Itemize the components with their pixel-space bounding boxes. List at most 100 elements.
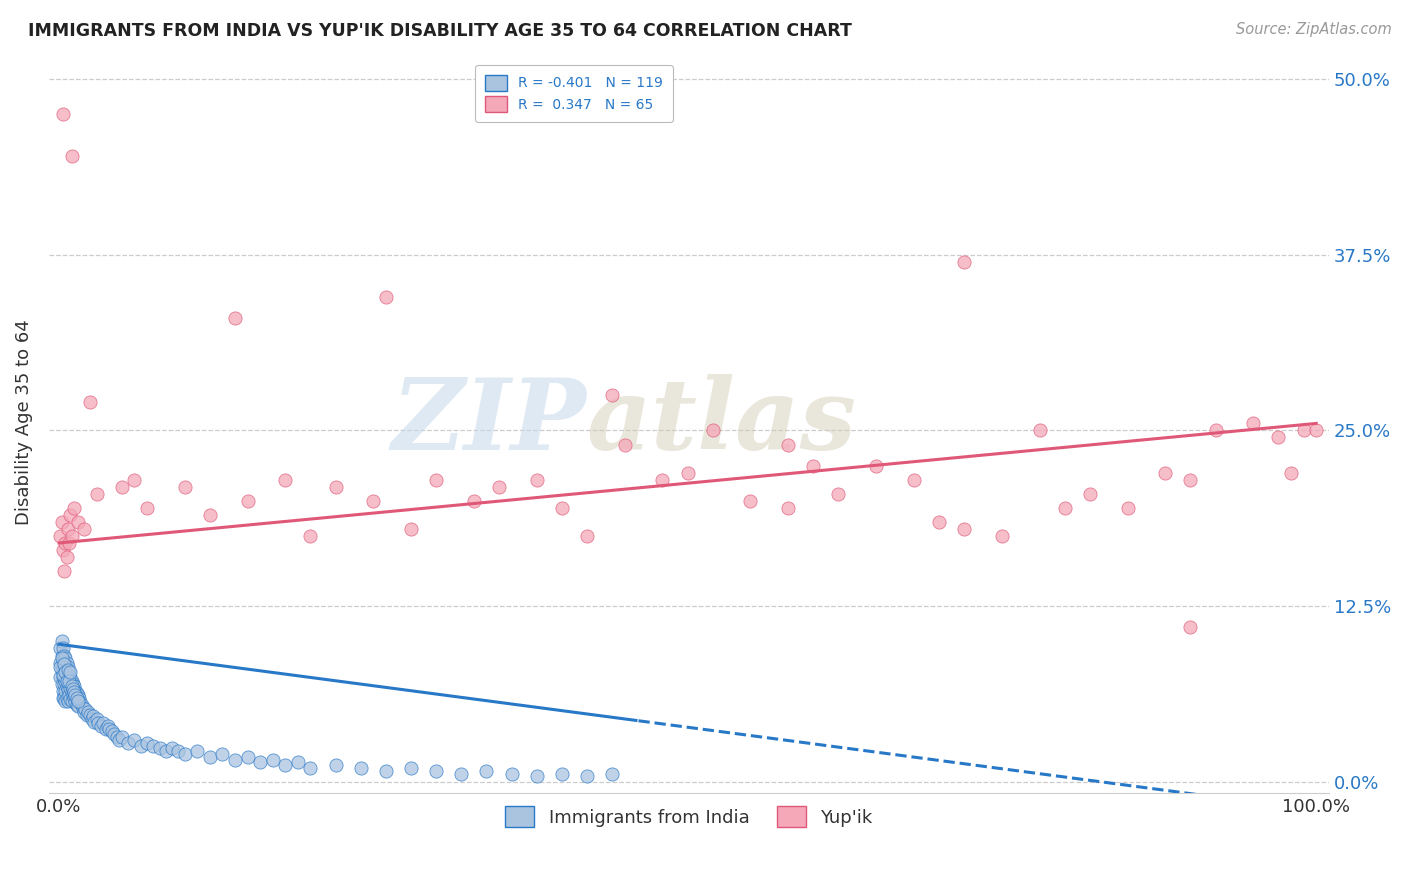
Point	[83, 714, 105, 729]
Point	[52, 668, 75, 682]
Point	[117, 736, 139, 750]
Point	[991, 529, 1014, 543]
Point	[49, 641, 72, 656]
Point	[299, 761, 322, 775]
Point	[173, 747, 195, 761]
Point	[67, 690, 90, 705]
Point	[63, 500, 86, 515]
Point	[136, 736, 159, 750]
Point	[1279, 466, 1302, 480]
Point	[262, 753, 284, 767]
Point	[94, 722, 117, 736]
Text: ZIP: ZIP	[391, 374, 586, 470]
Text: Source: ZipAtlas.com: Source: ZipAtlas.com	[1236, 22, 1392, 37]
Point	[374, 764, 396, 778]
Point	[1267, 430, 1289, 444]
Point	[49, 656, 72, 670]
Point	[65, 683, 87, 698]
Point	[53, 663, 76, 677]
Point	[58, 676, 80, 690]
Point	[124, 473, 146, 487]
Point	[1154, 466, 1177, 480]
Point	[399, 522, 422, 536]
Point	[60, 529, 83, 543]
Point	[105, 730, 128, 744]
Point	[236, 493, 259, 508]
Point	[1180, 620, 1202, 634]
Point	[1180, 473, 1202, 487]
Point	[53, 665, 76, 680]
Point	[52, 683, 75, 698]
Point	[59, 681, 82, 695]
Point	[66, 698, 89, 712]
Point	[55, 656, 77, 670]
Point	[73, 705, 96, 719]
Point	[97, 719, 120, 733]
Point	[801, 458, 824, 473]
Point	[63, 685, 86, 699]
Point	[75, 702, 97, 716]
Point	[51, 634, 73, 648]
Point	[60, 149, 83, 163]
Point	[63, 680, 86, 694]
Point	[53, 564, 76, 578]
Point	[928, 515, 950, 529]
Point	[299, 529, 322, 543]
Point	[149, 741, 172, 756]
Y-axis label: Disability Age 35 to 64: Disability Age 35 to 64	[15, 319, 32, 524]
Point	[702, 424, 724, 438]
Point	[58, 688, 80, 702]
Point	[66, 686, 89, 700]
Point	[450, 766, 472, 780]
Point	[551, 766, 574, 780]
Point	[1053, 500, 1076, 515]
Point	[62, 676, 84, 690]
Point	[56, 659, 79, 673]
Point	[827, 487, 849, 501]
Point	[1292, 424, 1315, 438]
Point	[58, 536, 80, 550]
Point	[160, 741, 183, 756]
Point	[350, 761, 373, 775]
Point	[49, 659, 72, 673]
Point	[111, 480, 134, 494]
Point	[66, 693, 89, 707]
Point	[274, 758, 297, 772]
Point	[613, 437, 636, 451]
Point	[186, 744, 208, 758]
Point	[66, 690, 89, 705]
Point	[55, 549, 77, 564]
Point	[1078, 487, 1101, 501]
Point	[526, 769, 548, 783]
Point	[488, 480, 510, 494]
Point	[142, 739, 165, 753]
Point	[52, 656, 75, 670]
Point	[56, 693, 79, 707]
Point	[82, 709, 104, 723]
Point	[60, 673, 83, 688]
Point	[53, 648, 76, 663]
Point	[108, 732, 131, 747]
Point	[287, 756, 309, 770]
Point	[53, 657, 76, 671]
Point	[51, 663, 73, 677]
Point	[129, 739, 152, 753]
Point	[59, 670, 82, 684]
Point	[53, 683, 76, 698]
Point	[51, 676, 73, 690]
Point	[501, 766, 523, 780]
Point	[155, 744, 177, 758]
Point	[59, 692, 82, 706]
Point	[53, 663, 76, 677]
Point	[111, 730, 134, 744]
Point	[53, 690, 76, 705]
Point	[740, 493, 762, 508]
Point	[60, 685, 83, 699]
Point	[399, 761, 422, 775]
Point	[1028, 424, 1050, 438]
Text: atlas: atlas	[586, 374, 856, 470]
Point	[79, 707, 101, 722]
Point	[52, 641, 75, 656]
Point	[953, 522, 976, 536]
Point	[55, 673, 77, 688]
